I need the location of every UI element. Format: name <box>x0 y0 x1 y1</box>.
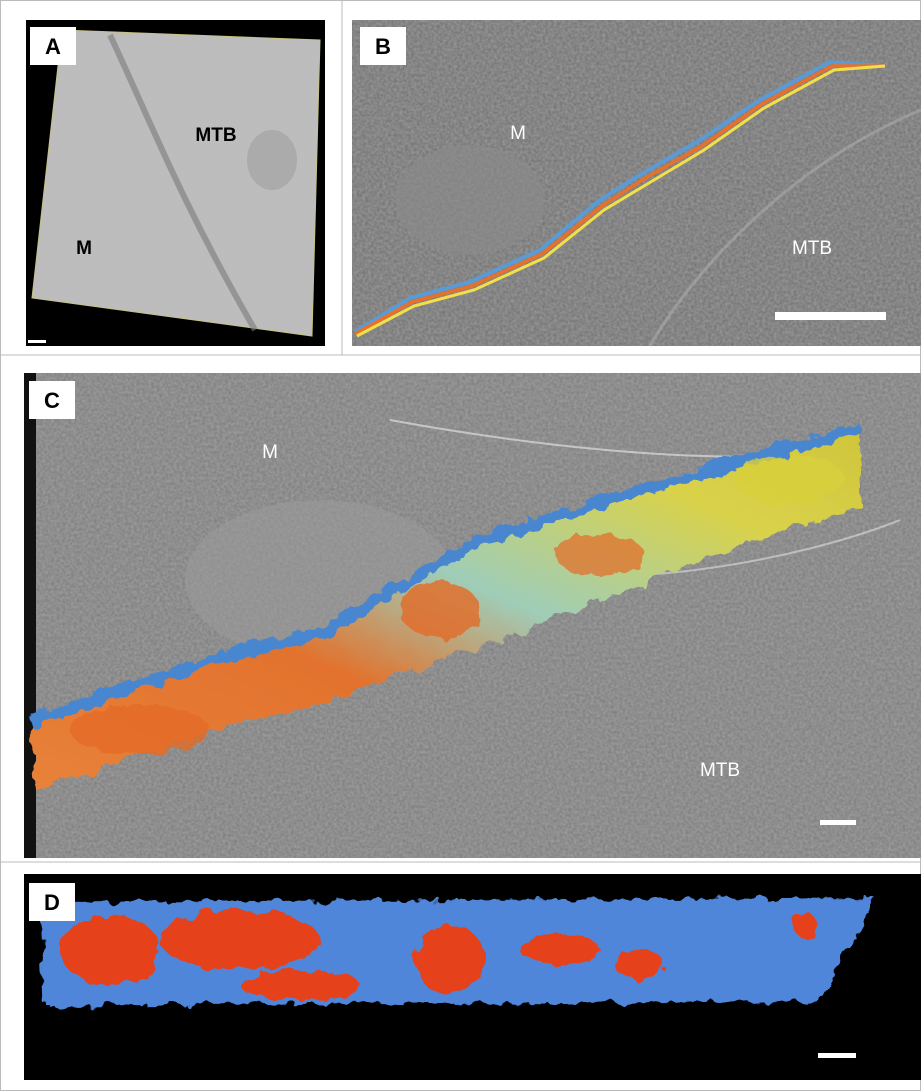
annotation: M <box>76 238 92 259</box>
annotation: MTB <box>700 760 740 781</box>
panel-d: D <box>24 874 921 1080</box>
figure: A MTB M B M MTB C <box>0 0 921 1091</box>
panel-c: C M MTB <box>24 373 921 858</box>
panel-label: B <box>375 34 391 59</box>
annotation: M <box>510 123 526 144</box>
annotation: M <box>262 442 278 463</box>
panel-a: A MTB M <box>26 20 325 346</box>
panel-label: D <box>44 890 60 915</box>
panel-label: C <box>44 388 60 413</box>
panel-b: B M MTB <box>352 20 921 346</box>
panel-label: A <box>45 34 61 59</box>
annotation: MTB <box>792 238 832 259</box>
annotation: MTB <box>195 125 236 146</box>
